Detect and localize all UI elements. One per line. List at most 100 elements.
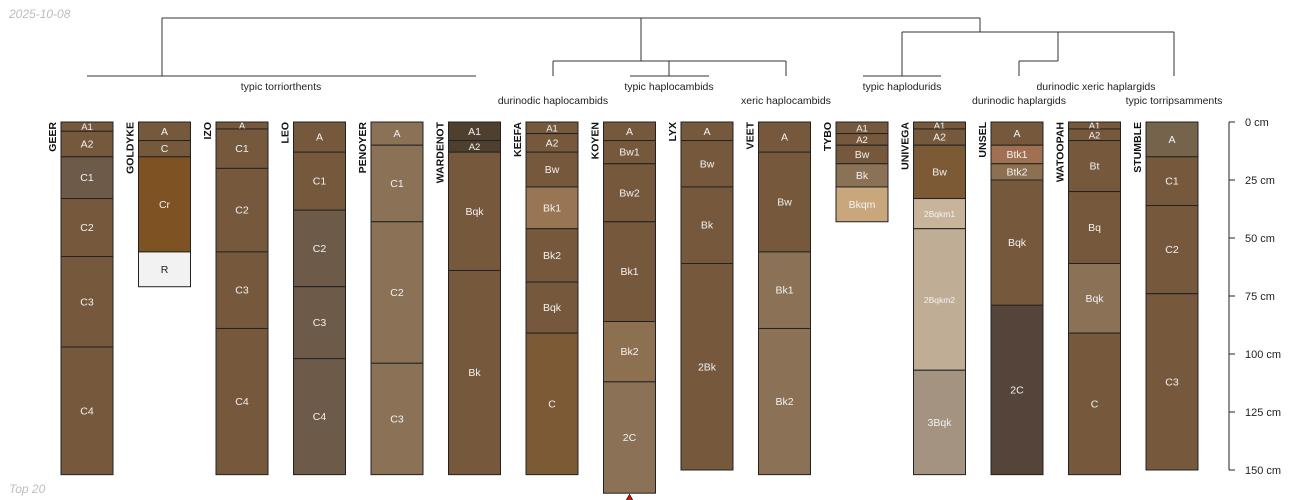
axis-tick-label: 0 cm	[1245, 117, 1269, 129]
horizon	[60, 198, 114, 258]
horizon-label: A2	[546, 137, 559, 149]
group-label: typic haplodurids	[863, 81, 942, 93]
horizon	[1068, 263, 1121, 334]
horizon	[370, 362, 424, 476]
horizon-label: A	[316, 132, 323, 144]
horizon-label: Btk1	[1006, 149, 1027, 161]
horizon-label: A	[239, 121, 246, 132]
profile-name: UNSEL	[977, 121, 989, 157]
horizon-label: Bk2	[775, 396, 793, 408]
profile-izo: IZO A C1 C2 C3 C4	[202, 121, 269, 476]
horizon	[370, 221, 424, 364]
group-label: typic torriorthents	[241, 81, 322, 93]
horizon	[293, 358, 346, 476]
profile-name: WATOOPAH	[1055, 122, 1067, 182]
horizon	[60, 156, 114, 200]
horizon-label: A1	[81, 122, 93, 133]
horizon-label: C1	[390, 178, 404, 190]
horizon-label: Bk	[701, 220, 714, 232]
horizon	[990, 179, 1044, 306]
horizon-label: C3	[313, 317, 327, 329]
horizon-label: 2Bqkm2	[924, 295, 955, 305]
group-label: durinodic xeric haplargids	[1036, 81, 1155, 93]
horizon-label: 2C	[1010, 384, 1024, 396]
horizon-label: Bw	[545, 164, 560, 176]
horizon	[913, 369, 966, 476]
profile-name: KEEFA	[512, 122, 524, 157]
horizon-label: A	[703, 126, 710, 138]
profile-name: LEO	[280, 122, 292, 144]
horizon-label: A1	[546, 123, 558, 134]
horizon-label: A	[626, 126, 633, 138]
horizon	[758, 151, 811, 253]
profile-name: KOYEN	[590, 122, 602, 159]
horizon-label: C4	[80, 405, 94, 417]
horizon-label: C3	[235, 285, 249, 297]
horizon-label: A	[161, 126, 168, 138]
axis-tick-label: 50 cm	[1245, 233, 1275, 245]
group-label: xeric haplocambids	[741, 95, 831, 107]
horizon-label: A1	[468, 126, 481, 138]
horizon-label: Bk	[856, 170, 869, 182]
horizon-label: C3	[390, 413, 404, 425]
depth-axis: 0 cm 25 cm 50 cm 75 cm 100 cm 125 cm 150 cm	[1228, 117, 1281, 477]
horizon-label: C2	[80, 222, 94, 234]
horizon-label: Cr	[159, 199, 171, 211]
horizon	[990, 304, 1044, 476]
profile-name: UNIVEGA	[900, 122, 912, 170]
horizon-label: Bk1	[620, 266, 638, 278]
horizon	[1145, 121, 1199, 158]
horizon	[758, 121, 811, 153]
horizon-label: C	[1091, 398, 1099, 410]
dendrogram	[87, 17, 1175, 77]
horizon-label: A	[1168, 134, 1175, 146]
horizon-label: Bw2	[619, 187, 640, 199]
horizon-label: A	[781, 132, 788, 144]
horizon	[60, 130, 114, 158]
horizon-label: C2	[1165, 244, 1179, 256]
horizon-label: Bt	[1090, 161, 1100, 173]
axis-tick-label: 25 cm	[1245, 175, 1275, 187]
horizon	[913, 144, 966, 200]
horizon	[293, 286, 346, 360]
group-label: typic haplocambids	[624, 81, 713, 93]
horizon-label: Bkqm	[849, 199, 876, 211]
horizon-label: Bw	[700, 158, 715, 170]
profile-name: VEET	[745, 121, 757, 149]
profile-name: IZO	[202, 122, 214, 140]
horizon	[215, 167, 269, 253]
profile-veet: VEET A Bw Bk1 Bk2	[745, 121, 811, 476]
horizon	[60, 256, 114, 348]
horizon-label: Bq	[1088, 222, 1101, 234]
profile-koyen: KOYEN A Bw1 Bw2 Bk1 Bk2 2C	[590, 121, 656, 500]
profile-leo: LEO A C1 C2 C3 C4	[280, 121, 346, 476]
profile-name: PENOYER	[357, 122, 369, 174]
horizon-label: Bk	[468, 367, 481, 379]
horizon	[138, 251, 191, 288]
horizon-label: Bqk	[1085, 293, 1104, 305]
horizon	[448, 151, 501, 271]
horizon	[1145, 293, 1199, 471]
horizon	[60, 346, 114, 476]
horizon	[138, 156, 191, 253]
horizon	[215, 251, 269, 329]
profile-lyx: LYX A Bw Bk 2Bk	[667, 121, 734, 471]
horizon	[293, 209, 346, 288]
horizon	[758, 327, 811, 476]
horizon	[293, 121, 346, 153]
horizon-label: C2	[235, 205, 249, 217]
horizon-label: C1	[1165, 176, 1179, 188]
axis-tick-label: 125 cm	[1245, 407, 1281, 419]
horizon-label: A	[1013, 128, 1020, 140]
profile-name: STUMBLE	[1132, 122, 1144, 173]
horizon-label: Bw	[855, 149, 870, 161]
profile-penoyer: PENOYER A C1 C2 C3	[357, 121, 424, 476]
horizon-label: Bqk	[465, 206, 484, 218]
horizon	[835, 186, 889, 223]
horizon	[370, 144, 424, 223]
profile-name: WARDENOT	[435, 121, 447, 183]
